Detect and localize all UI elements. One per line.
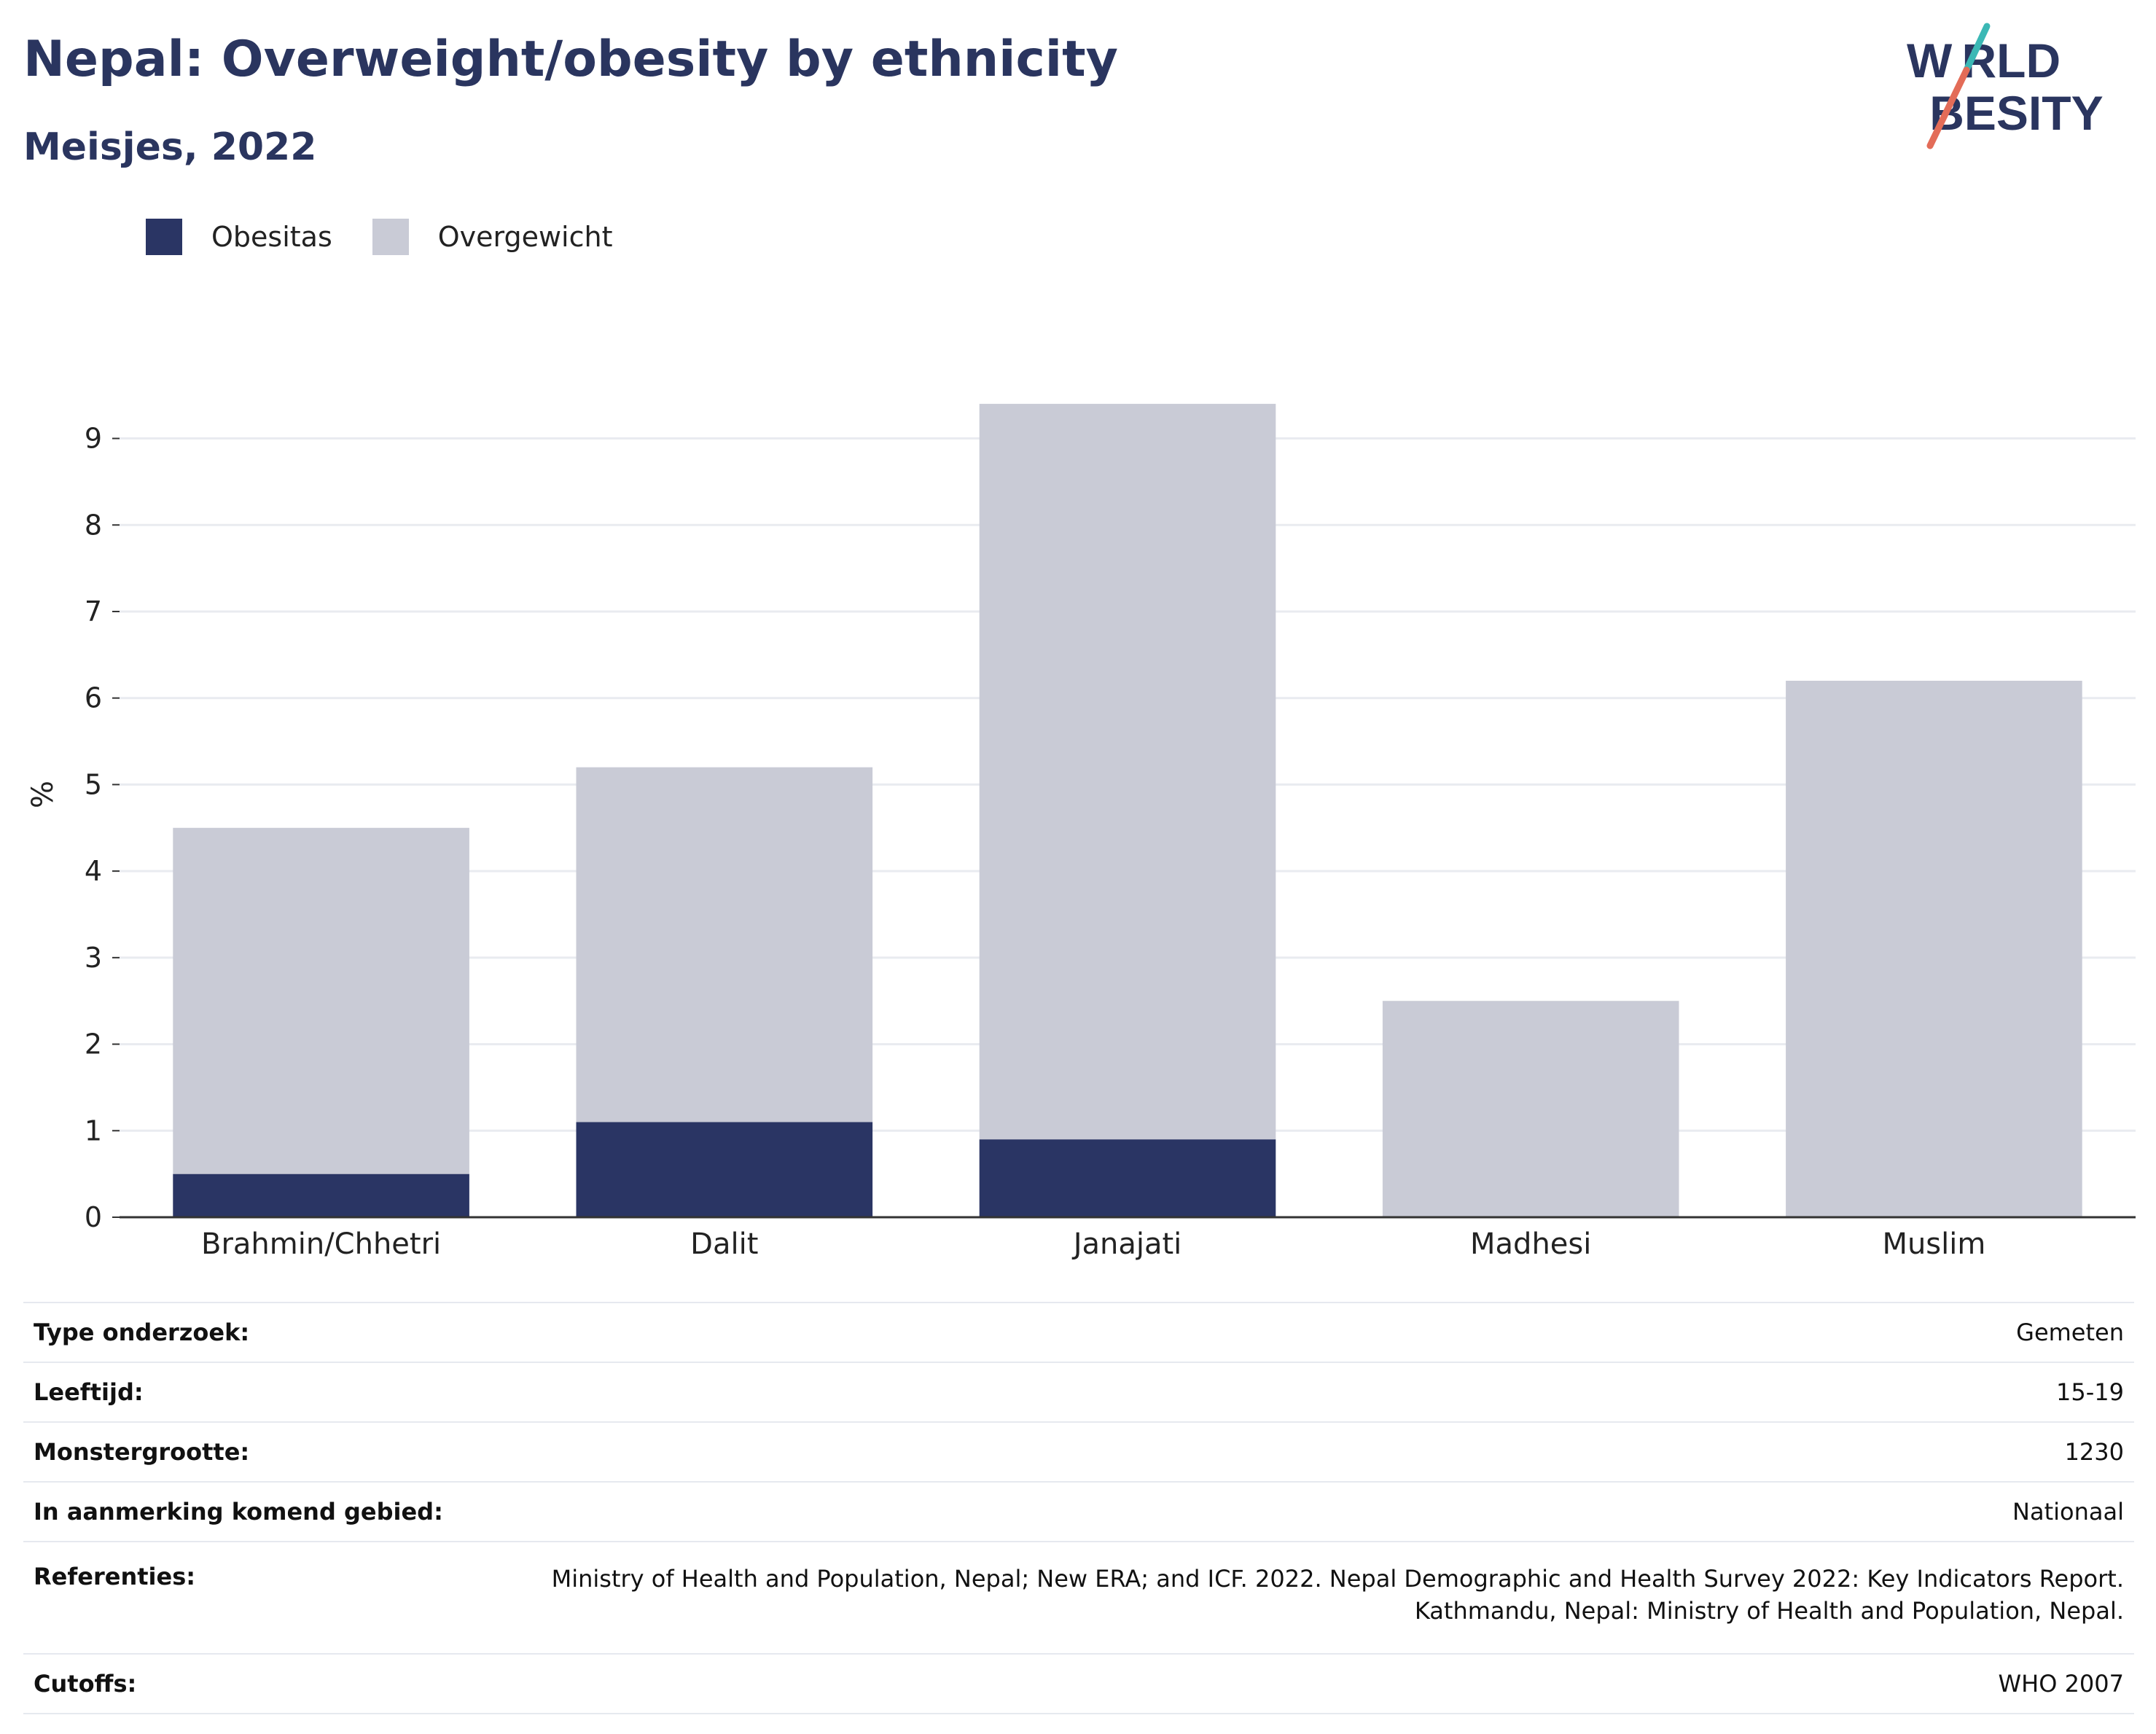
info-value-line: 1230: [2064, 1438, 2124, 1466]
info-label: Cutoffs:: [23, 1653, 472, 1714]
info-value-line: Ministry of Health and Population, Nepal…: [551, 1565, 2124, 1593]
y-tick-label: 8: [85, 509, 102, 541]
bar-overgewicht[interactable]: [173, 827, 469, 1174]
info-label: Leeftijd:: [23, 1362, 472, 1423]
info-value: Gemeten: [472, 1302, 2134, 1363]
logo-slash-top: [1963, 23, 1991, 74]
info-value: 15-19: [472, 1362, 2134, 1423]
chart-legend: Obesitas Overgewicht: [146, 215, 653, 259]
bar-obesitas[interactable]: [979, 1139, 1276, 1217]
survey-info-table: Type onderzoek: Gemeten Leeftijd: 15-19 Mons…: [23, 1302, 2134, 1714]
info-row: Leeftijd: 15-19: [23, 1362, 2134, 1423]
x-tick-label: Muslim: [1882, 1227, 1985, 1261]
logo-line-1: W RLD: [1907, 34, 2061, 87]
info-value-line: Gemeten: [2016, 1319, 2124, 1346]
info-row: Type onderzoek: Gemeten: [23, 1302, 2134, 1363]
info-row: In aanmerking komend gebied: Nationaal: [23, 1481, 2134, 1542]
y-tick-label: 2: [85, 1028, 102, 1061]
bar-obesitas[interactable]: [576, 1122, 873, 1217]
info-row: Referenties: Ministry of Health and Popul…: [23, 1541, 2134, 1655]
info-row: Cutoffs: WHO 2007: [23, 1653, 2134, 1714]
info-value: Nationaal: [472, 1481, 2134, 1542]
info-value-line: 15-19: [2056, 1378, 2124, 1406]
bar-overgewicht[interactable]: [1382, 1001, 1679, 1217]
x-tick-label: Janajati: [1071, 1227, 1182, 1261]
info-value-line: Kathmandu, Nepal: Ministry of Health and…: [1414, 1597, 2124, 1625]
bar-overgewicht[interactable]: [1786, 680, 2082, 1217]
bar-overgewicht[interactable]: [576, 767, 873, 1122]
chart-subtitle: Meisjes, 2022: [23, 125, 317, 169]
bar-overgewicht[interactable]: [979, 404, 1276, 1140]
y-tick-label: 5: [85, 768, 102, 800]
legend-swatch-overgewicht: [372, 219, 409, 255]
bar-obesitas[interactable]: [173, 1173, 469, 1217]
y-axis-title: %: [26, 781, 60, 808]
x-tick-label: Brahmin/Chhetri: [201, 1227, 441, 1261]
y-tick-label: 1: [85, 1114, 102, 1147]
logo-slash-bottom: [1926, 66, 1970, 149]
logo-line-2: BESITY: [1920, 86, 2104, 140]
y-tick-label: 6: [85, 682, 102, 714]
chart-title: Nepal: Overweight/obesity by ethnicity: [23, 31, 1118, 88]
legend-item-overgewicht[interactable]: Overgewicht: [372, 219, 613, 255]
info-value-line: WHO 2007: [1998, 1670, 2125, 1698]
y-tick-label: 4: [85, 855, 102, 887]
info-label: Type onderzoek:: [23, 1302, 472, 1363]
x-tick-label: Madhesi: [1470, 1227, 1591, 1261]
y-tick-label: 9: [85, 423, 102, 455]
bar-chart: 0 1 2 3 4 5 6 7 8 9 Brahmin/Chhetri Dalit Janajati Ma…: [26, 404, 2136, 1261]
info-label: In aanmerking komend gebied:: [23, 1481, 472, 1542]
y-tick-label: 0: [85, 1201, 102, 1233]
info-label: Referenties:: [23, 1541, 472, 1655]
info-value: 1230: [472, 1421, 2134, 1483]
legend-label-obesitas: Obesitas: [211, 221, 332, 253]
legend-label-overgewicht: Overgewicht: [437, 221, 613, 253]
world-obesity-logo: W RLD BESITY: [1907, 23, 2104, 149]
axis-ticks: 0 1 2 3 4 5 6 7 8 9 Brahmin/Chhetri Dalit Janajati Ma…: [85, 423, 2136, 1261]
legend-swatch-obesitas: [146, 219, 182, 255]
bars: [173, 404, 2082, 1217]
info-label: Monstergrootte:: [23, 1421, 472, 1483]
info-value: WHO 2007: [472, 1653, 2134, 1714]
x-tick-label: Dalit: [690, 1227, 758, 1261]
info-row: Monstergrootte: 1230: [23, 1421, 2134, 1483]
y-tick-label: 7: [85, 595, 102, 628]
y-tick-label: 3: [85, 942, 102, 974]
legend-item-obesitas[interactable]: Obesitas: [146, 219, 332, 255]
info-value: Ministry of Health and Population, Nepal…: [472, 1541, 2134, 1655]
info-value-line: Nationaal: [2012, 1498, 2124, 1526]
